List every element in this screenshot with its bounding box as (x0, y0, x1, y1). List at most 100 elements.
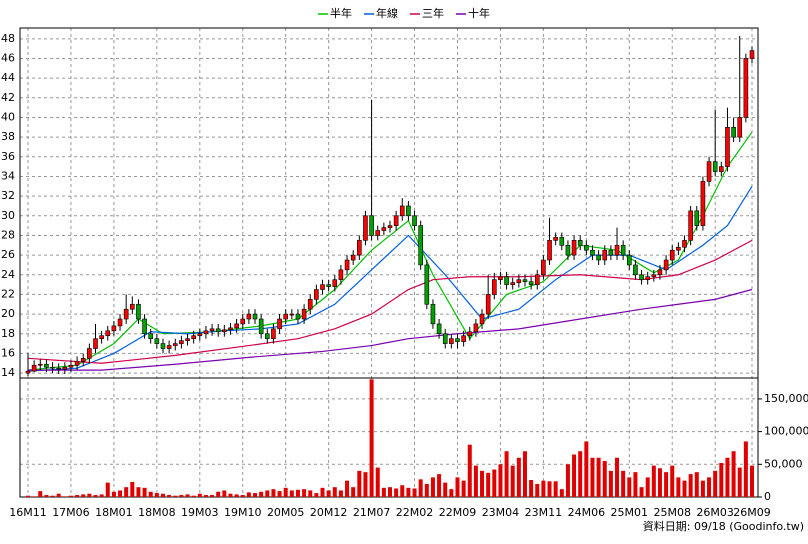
volume-bar (38, 491, 43, 497)
candle-body (185, 338, 190, 341)
volume-bar (75, 495, 80, 497)
volume-bar (363, 472, 368, 497)
candle-body (584, 244, 589, 251)
volume-bar (56, 493, 61, 497)
candle-body (37, 363, 43, 366)
candle-body (130, 303, 135, 310)
candle-body (430, 303, 436, 325)
volume-bar (394, 488, 399, 497)
candle-body (553, 237, 558, 241)
x-tick-label: 17M06 (52, 506, 90, 519)
volume-bar (136, 487, 141, 497)
candle-body (31, 364, 37, 372)
volume-bar (50, 495, 55, 497)
candle-body (197, 333, 203, 337)
candle-body (712, 161, 718, 172)
y-tick-label: 30 (1, 209, 15, 222)
candle-body (277, 318, 282, 330)
x-tick-label: 18M01 (95, 506, 133, 519)
candle-body (399, 205, 405, 217)
candle-body (559, 237, 565, 246)
candle-body (166, 345, 172, 349)
volume-bar (228, 493, 233, 497)
x-tick-label: 20M12 (310, 506, 348, 519)
volume-bar (142, 487, 147, 497)
candle-body (620, 244, 626, 256)
volume-bar (240, 495, 245, 497)
volume-bar (265, 490, 270, 497)
candle-body (62, 366, 68, 370)
volume-bar (302, 489, 307, 497)
y-tick-label: 38 (1, 130, 15, 143)
moving-average (28, 288, 753, 371)
candle-body (295, 313, 301, 320)
volume-bar (105, 482, 110, 497)
legend-label: 三年 (422, 6, 444, 20)
candle-body (424, 264, 430, 305)
x-tick-label: 22M02 (396, 506, 434, 519)
candle-body (639, 274, 644, 280)
y2-tick-label: 100,000 (764, 425, 808, 438)
candle-body (571, 240, 577, 256)
candle-body (142, 318, 147, 335)
volume-bar (615, 457, 620, 497)
candle-body (393, 215, 399, 226)
legend-label: 年線 (376, 6, 398, 20)
candle-body (541, 259, 546, 276)
volume-bar (700, 480, 705, 497)
candle-body (719, 166, 724, 172)
candle-body (461, 335, 466, 342)
candle-body (93, 338, 98, 349)
volume-bar (154, 493, 159, 497)
candle-body (301, 308, 307, 320)
candle-body (56, 367, 61, 370)
candle-body (473, 323, 479, 333)
candle-body (363, 215, 368, 241)
candle-body (626, 254, 632, 266)
candle-body (228, 327, 233, 331)
volume-bar (44, 495, 49, 497)
candle-body (123, 308, 129, 320)
candle-body (234, 323, 239, 329)
candle-body (700, 181, 706, 226)
source: 資料日期: 09/18 (Goodinfo.tw) (643, 519, 804, 533)
volume-bar (602, 461, 607, 497)
candle-body (449, 338, 454, 344)
candle-body (485, 294, 491, 315)
volume-bar (578, 451, 583, 497)
candle-body (467, 331, 473, 337)
y-tick-label: 42 (1, 91, 15, 104)
volume-bar (167, 495, 172, 497)
candle-body (50, 366, 55, 369)
candle-body (614, 244, 620, 256)
candle-body (332, 279, 338, 287)
candle-body (203, 330, 209, 335)
y-tick-label: 24 (1, 268, 15, 281)
candle-body (596, 254, 601, 261)
candle-body (191, 335, 196, 339)
candle-body (522, 279, 528, 282)
candle-body (350, 254, 356, 261)
volume-bar (504, 451, 509, 497)
volume-bar (179, 495, 184, 497)
volume-bar (664, 472, 669, 497)
volume-bar (633, 472, 638, 497)
volume-bar (535, 483, 540, 497)
candle-body (547, 240, 552, 261)
candle-body (645, 276, 650, 280)
y-tick-label: 34 (1, 169, 15, 182)
candle-body (528, 281, 534, 285)
candle-body (651, 274, 657, 278)
x-tick-label: 21M07 (353, 506, 391, 519)
volume-bar (246, 492, 251, 497)
volume-bar (308, 490, 313, 497)
candle-body (737, 117, 743, 138)
volume-bar (222, 490, 227, 497)
candle-body (725, 126, 730, 167)
volume-bar (498, 464, 503, 497)
volume-bar (197, 493, 202, 497)
volume-bar (277, 491, 282, 497)
volume-bar (185, 494, 190, 497)
y-tick-label: 26 (1, 248, 15, 261)
volume-bar (271, 489, 276, 497)
